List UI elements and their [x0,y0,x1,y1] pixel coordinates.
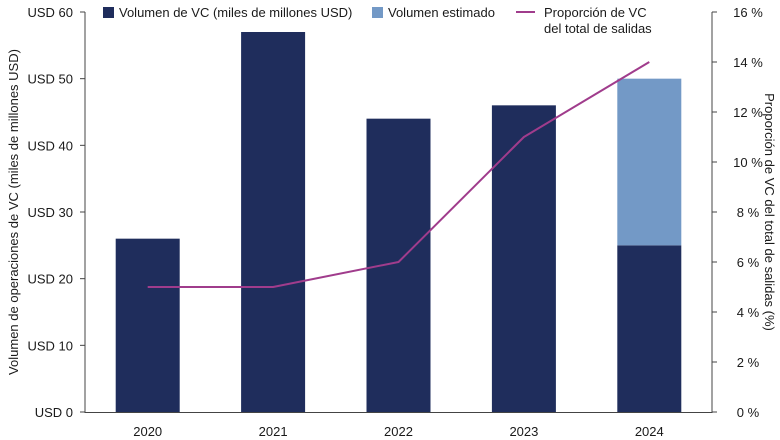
right-tick-label: 0 % [737,405,760,420]
legend-label-1: Volumen estimado [388,5,495,20]
left-tick-label: USD 60 [27,5,73,20]
bar-vc-volume-2020 [115,238,180,412]
bar-vc-volume-2022 [366,118,431,413]
right-tick-label: 14 % [733,55,763,70]
legend: Volumen de VC (miles de millones USD) Vol… [103,5,652,36]
right-tick-labels: 0 % 2 % 4 % 6 % 8 % 10 % 12 % 14 % 16 % [712,5,763,420]
left-tick-labels: USD 0 USD 10 USD 20 USD 30 USD 40 USD 50 USD 6… [27,5,85,420]
right-tick-label: 10 % [733,155,763,170]
x-tick-label: 2023 [509,424,538,439]
left-tick-label: USD 30 [27,205,73,220]
x-tick-label: 2024 [635,424,664,439]
x-tick-labels: 2020 2021 2022 2023 2024 [133,424,664,439]
x-tick-label: 2022 [384,424,413,439]
left-tick-label: USD 50 [27,72,73,87]
bar-vc-volume-2024 [617,245,682,412]
legend-label-line: Volumen estimado [388,5,495,20]
legend-label-line: del total de salidas [544,21,652,36]
bars-layer [115,32,682,413]
left-tick-label: USD 40 [27,138,73,153]
left-tick-label: USD 0 [35,405,73,420]
right-tick-label: 16 % [733,5,763,20]
x-tick-label: 2021 [259,424,288,439]
right-tick-label: 2 % [737,355,760,370]
right-axis-title: Proporción de VC del total de salidas (%… [762,93,777,331]
right-tick-label: 12 % [733,105,763,120]
legend-label-0: Volumen de VC (miles de millones USD) [119,5,352,20]
line-layer [147,61,650,288]
left-axis-title: Volumen de operaciones de VC (miles de m… [6,49,21,375]
right-tick-label: 4 % [737,305,760,320]
legend-label-line: Volumen de VC (miles de millones USD) [119,5,352,20]
legend-swatch-0 [103,7,114,18]
bar-estimated-volume-2024 [617,78,682,246]
bar-vc-volume-2023 [491,105,556,412]
legend-swatch-1 [372,7,383,18]
right-tick-label: 8 % [737,205,760,220]
legend-label-2: Proporción de VC del total de salidas [544,5,652,36]
legend-label-line: Proporción de VC [544,5,647,20]
x-tick-label: 2020 [133,424,162,439]
left-tick-label: USD 10 [27,338,73,353]
right-tick-label: 6 % [737,255,760,270]
left-tick-label: USD 20 [27,272,73,287]
bar-vc-volume-2021 [241,32,306,412]
